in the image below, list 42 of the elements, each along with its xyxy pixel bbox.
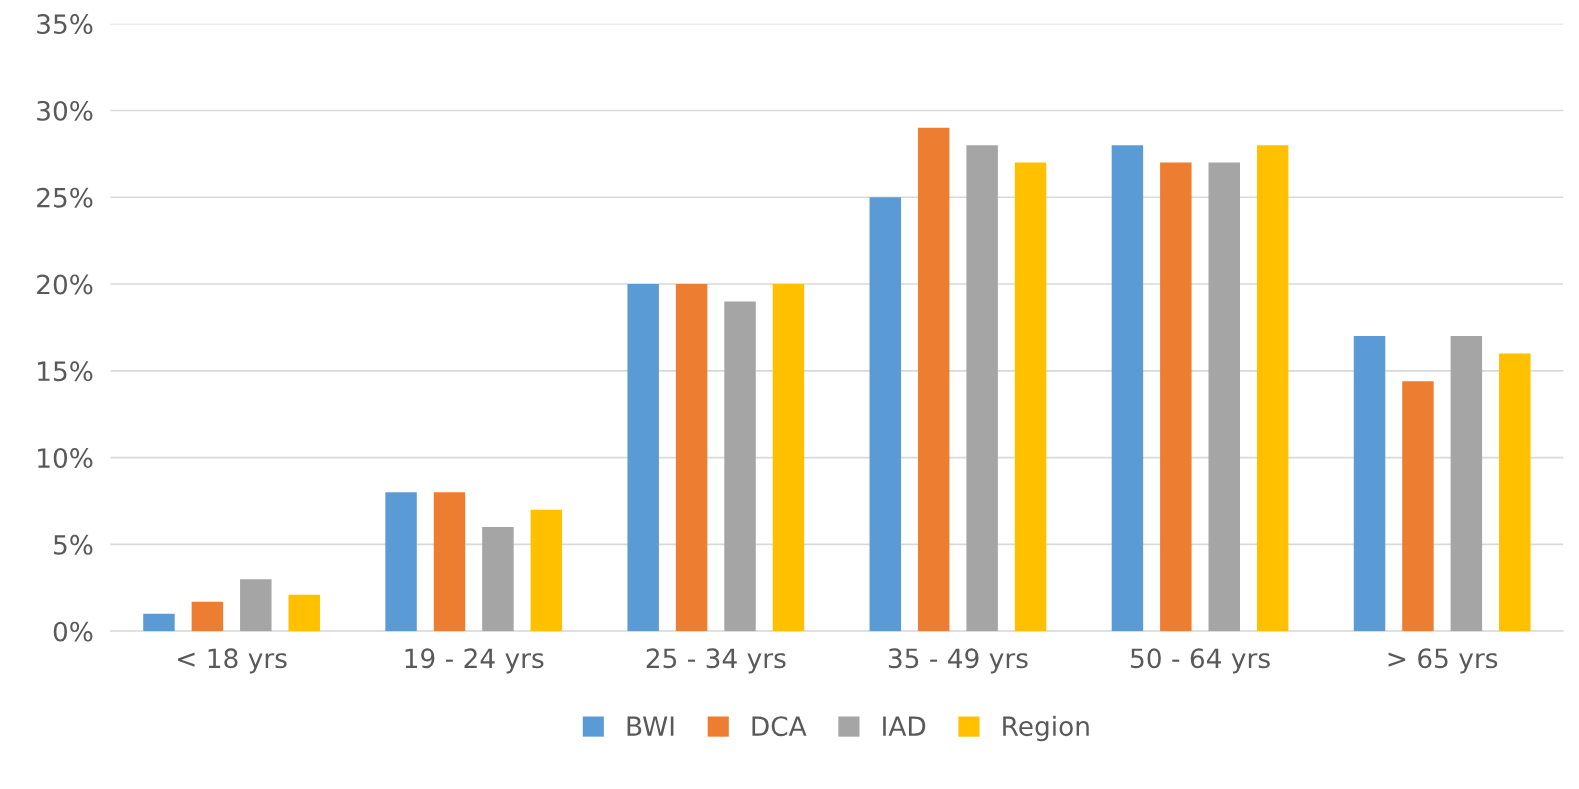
- bar: [1499, 353, 1531, 632]
- y-tick-label: 15%: [38, 361, 93, 382]
- y-tick-label: 25%: [37, 187, 93, 208]
- legend-label: Region: [1003, 715, 1089, 742]
- y-tick-label: 0%: [53, 621, 93, 642]
- bar: [482, 527, 514, 632]
- bar: [1256, 145, 1289, 632]
- bar: [288, 594, 320, 632]
- bar: [724, 301, 756, 632]
- legend-label: DCA: [752, 716, 807, 737]
- bar: [1111, 145, 1144, 632]
- bar: [675, 284, 708, 632]
- bar: [191, 601, 224, 632]
- bar: [1450, 336, 1483, 632]
- y-tick-label: 5%: [54, 534, 93, 555]
- x-tick-label: 25 - 34 yrs: [646, 648, 786, 674]
- y-tick-label: 10%: [38, 448, 93, 469]
- y-tick-label: 35%: [37, 14, 93, 35]
- bar: [240, 579, 272, 632]
- bar: [530, 509, 563, 632]
- legend-label: BWI: [627, 716, 674, 736]
- x-tick-label: 50 - 64 yrs: [1131, 648, 1270, 674]
- bar: [1402, 381, 1434, 632]
- bar: [772, 284, 805, 632]
- x-tick-label: 35 - 49 yrs: [888, 648, 1028, 674]
- bar: [1353, 336, 1386, 632]
- bar: [627, 284, 659, 632]
- x-tick-label: < 18 yrs: [178, 648, 287, 674]
- y-tick-label: 20%: [37, 274, 93, 295]
- bar: [966, 145, 998, 632]
- bar: [385, 492, 417, 632]
- y-tick-label: 30%: [37, 100, 93, 121]
- bar: [1014, 162, 1047, 632]
- x-tick-label: 19 - 24 yrs: [405, 648, 544, 674]
- bar: [917, 127, 950, 632]
- bar: [869, 197, 902, 632]
- bar: [433, 492, 466, 632]
- bar: [1208, 162, 1240, 632]
- legend-label: IAD: [883, 716, 926, 736]
- x-tick-label: > 65 yrs: [1388, 648, 1498, 674]
- bar: [143, 613, 175, 632]
- bar: [1160, 162, 1192, 632]
